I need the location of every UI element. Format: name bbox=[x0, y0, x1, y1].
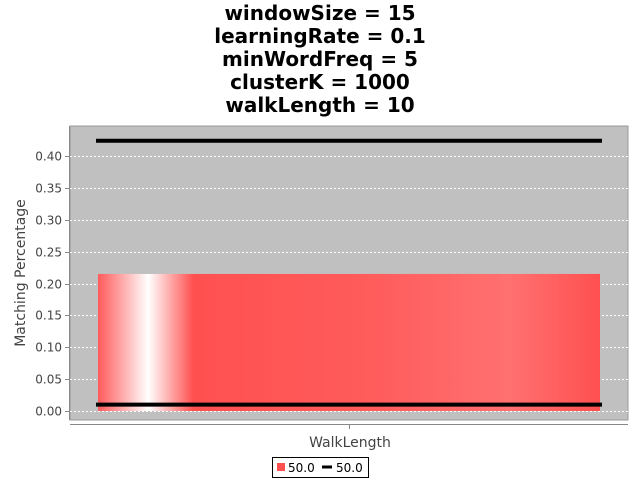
title-line: windowSize = 15 bbox=[224, 1, 415, 25]
legend-label-line: 50.0 bbox=[336, 461, 363, 475]
x-axis-label: WalkLength bbox=[309, 435, 391, 451]
legend-swatch-bar bbox=[277, 463, 285, 471]
y-tick-label: 0.20 bbox=[35, 278, 62, 292]
y-axis-label: Matching Percentage bbox=[13, 199, 29, 347]
y-tick-label: 0.15 bbox=[35, 309, 62, 323]
title-line: clusterK = 1000 bbox=[230, 70, 410, 94]
y-ticks: 0.00 0.05 0.10 0.15 0.20 0.25 0.30 0.35 0.40 bbox=[35, 150, 350, 429]
title-line: learningRate = 0.1 bbox=[214, 24, 426, 48]
title-line: minWordFreq = 5 bbox=[222, 47, 418, 71]
y-tick-label: 0.10 bbox=[35, 341, 62, 355]
legend-label-bar: 50.0 bbox=[288, 461, 315, 475]
bar bbox=[98, 273, 600, 411]
y-tick-label: 0.40 bbox=[35, 150, 62, 164]
y-tick-label: 0.05 bbox=[35, 373, 62, 387]
y-tick-label: 0.00 bbox=[35, 405, 62, 419]
legend-swatch-line bbox=[322, 465, 332, 469]
y-tick-label: 0.35 bbox=[35, 182, 62, 196]
y-tick-label: 0.25 bbox=[35, 246, 62, 260]
legend-box bbox=[272, 457, 369, 478]
y-tick-label: 0.30 bbox=[35, 214, 62, 228]
interval-lines bbox=[96, 138, 602, 407]
bars bbox=[98, 273, 600, 411]
chart-title: windowSize = 15 learningRate = 0.1 minWo… bbox=[214, 1, 426, 117]
title-line: walkLength = 10 bbox=[225, 93, 414, 117]
legend: 50.0 50.0 bbox=[272, 457, 369, 478]
